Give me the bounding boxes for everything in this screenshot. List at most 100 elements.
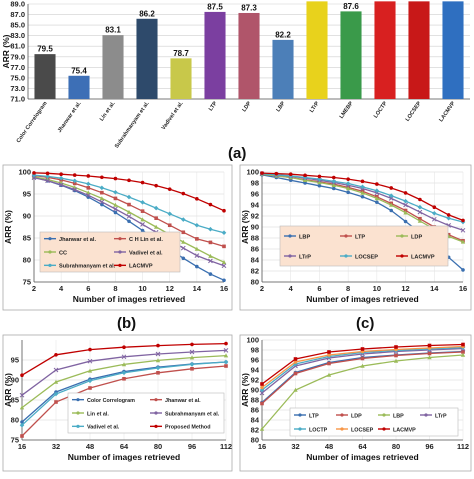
data-point <box>20 434 24 438</box>
data-point <box>195 237 199 241</box>
data-point <box>54 400 58 404</box>
data-point <box>140 200 145 205</box>
data-point <box>260 382 264 386</box>
data-point <box>155 351 161 357</box>
bar-chart-a: 71.0 73.0 75.077.0 79.081.0 83.085.0 87.089.0… <box>1 0 470 149</box>
data-point <box>58 175 64 181</box>
data-point <box>327 361 331 366</box>
data-point <box>417 218 423 223</box>
bar-value-label: 86.2 <box>139 9 155 18</box>
legend-label: Lin et al. <box>87 411 109 417</box>
bar <box>204 11 226 100</box>
data-point <box>327 353 331 357</box>
x-tick-label: 16 <box>220 284 228 293</box>
data-point <box>461 218 465 223</box>
line-chart-b1: 75 80 85 90 95 100 2 4 6 8 10 12 14 16 Number of image… <box>2 164 233 311</box>
data-point <box>113 210 118 215</box>
legend-label: Proposed Method <box>165 425 211 431</box>
data-point <box>181 191 186 196</box>
data-point <box>189 362 195 367</box>
data-point <box>293 371 298 376</box>
data-point <box>389 186 394 190</box>
y-tick-label: 75 <box>11 436 19 445</box>
bar <box>408 1 430 99</box>
data-point <box>153 205 159 211</box>
line-chart-b2: 80 82 84 86 88 90 92 94 96 98 100 2 4 6 8 10 12 14 16 Numbe… <box>239 164 472 311</box>
legend-marker <box>400 254 404 258</box>
legend-marker <box>48 263 52 267</box>
legend-marker <box>76 411 80 415</box>
data-point <box>208 226 213 232</box>
bar <box>306 1 328 99</box>
legend-label: LDP <box>411 234 422 240</box>
data-point <box>85 192 91 198</box>
data-point <box>194 253 200 258</box>
data-point <box>418 197 422 202</box>
data-point <box>293 360 298 364</box>
data-point <box>360 363 365 368</box>
legend-box <box>67 392 225 434</box>
data-point <box>222 244 226 249</box>
y-tick-label: 96 <box>251 190 259 199</box>
data-point <box>461 268 465 272</box>
chart-frame <box>2 334 233 472</box>
data-point <box>403 210 408 215</box>
legend-box <box>289 407 459 437</box>
y-tick-label: 94 <box>251 201 260 210</box>
y-tick-label: 87.0 <box>10 10 25 19</box>
data-point <box>126 209 132 214</box>
legend-marker <box>48 250 52 254</box>
data-point <box>461 350 465 354</box>
legend-box <box>279 225 449 267</box>
x-tick-label: 2 <box>260 284 264 293</box>
bar <box>136 18 158 99</box>
y-tick-label: 80 <box>251 278 259 287</box>
y-tick-label: 90 <box>251 386 259 395</box>
data-point <box>195 197 199 201</box>
data-point <box>326 372 332 377</box>
data-point <box>121 354 127 360</box>
legend-label: LBP <box>393 413 404 419</box>
x-category-label: Subrahmanyam et al. <box>114 100 151 149</box>
y-tick-label: 80 <box>11 416 19 425</box>
data-point <box>45 178 50 184</box>
data-point <box>288 178 293 183</box>
legend-label: Subrahmanyam et al. <box>59 264 116 270</box>
legend-marker <box>76 398 80 402</box>
data-point <box>113 202 118 207</box>
y-tick-label: 98 <box>251 179 259 188</box>
x-tick-label: 64 <box>358 442 367 451</box>
x-tick-label: 96 <box>188 442 196 451</box>
data-point <box>221 260 227 264</box>
bar-value-label: 78.7 <box>173 49 189 58</box>
x-tick-label: 12 <box>401 284 409 293</box>
data-point <box>154 183 158 188</box>
data-point <box>375 182 379 186</box>
y-tick-label: 80 <box>251 436 259 445</box>
y-tick-label: 88 <box>251 234 259 243</box>
data-point <box>86 174 91 178</box>
data-point <box>427 343 432 348</box>
bar-value-label: 87.5 <box>207 2 223 11</box>
y-tick-label: 84 <box>251 416 260 425</box>
legend-marker <box>288 254 292 258</box>
data-point <box>156 343 160 348</box>
data-point <box>222 208 226 213</box>
y-tick-label: 85 <box>23 234 31 243</box>
legend-marker <box>344 234 348 238</box>
x-tick-label: 48 <box>86 442 94 451</box>
data-point <box>45 174 50 179</box>
legend-label: C H Lin et al. <box>129 237 163 243</box>
data-point <box>59 172 63 176</box>
data-point <box>180 245 186 251</box>
y-tick-label: 96 <box>251 356 259 365</box>
x-tick-label: 112 <box>220 442 232 451</box>
data-point <box>113 176 118 181</box>
chart-frame <box>239 334 472 472</box>
legend-marker <box>382 413 386 417</box>
data-point <box>121 370 127 376</box>
data-point <box>194 246 200 251</box>
legend-label: LACMVP <box>393 427 416 433</box>
y-axis-label: ARR (%) <box>240 373 250 407</box>
data-point <box>389 202 394 207</box>
